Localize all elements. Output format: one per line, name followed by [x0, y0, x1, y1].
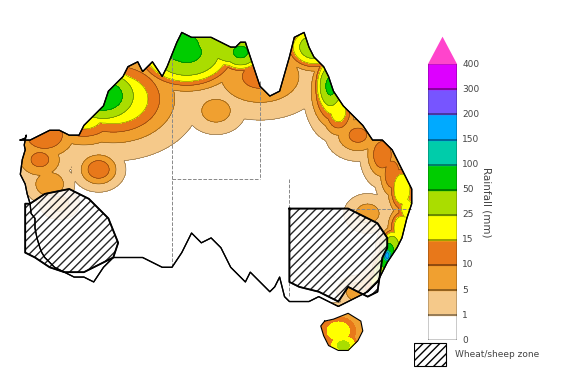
Text: 0: 0 [462, 336, 468, 345]
Text: 100: 100 [462, 160, 480, 169]
Text: Rainfall (mm): Rainfall (mm) [481, 167, 491, 237]
Text: Wheat/sheep zone: Wheat/sheep zone [455, 350, 539, 359]
Text: 15: 15 [462, 235, 474, 244]
Bar [428, 89, 457, 115]
Text: 300: 300 [462, 85, 480, 94]
Bar [428, 64, 457, 89]
Polygon shape [321, 313, 363, 350]
Text: 200: 200 [462, 110, 480, 119]
Bar [428, 240, 457, 265]
Bar [428, 265, 457, 290]
Bar [428, 290, 457, 315]
Bar [428, 315, 457, 340]
Polygon shape [428, 37, 457, 64]
Bar [428, 164, 457, 190]
Bar [428, 115, 457, 139]
Bar [414, 343, 446, 366]
Polygon shape [289, 209, 387, 302]
Text: 400: 400 [462, 60, 480, 69]
Polygon shape [25, 189, 118, 272]
Text: 25: 25 [462, 210, 474, 219]
Text: 1: 1 [462, 311, 468, 320]
Bar [428, 190, 457, 215]
Text: 150: 150 [462, 135, 480, 144]
Bar [428, 139, 457, 164]
Text: 5: 5 [462, 285, 468, 294]
Text: 10: 10 [462, 260, 474, 270]
Text: 50: 50 [462, 185, 474, 194]
Bar [428, 215, 457, 240]
